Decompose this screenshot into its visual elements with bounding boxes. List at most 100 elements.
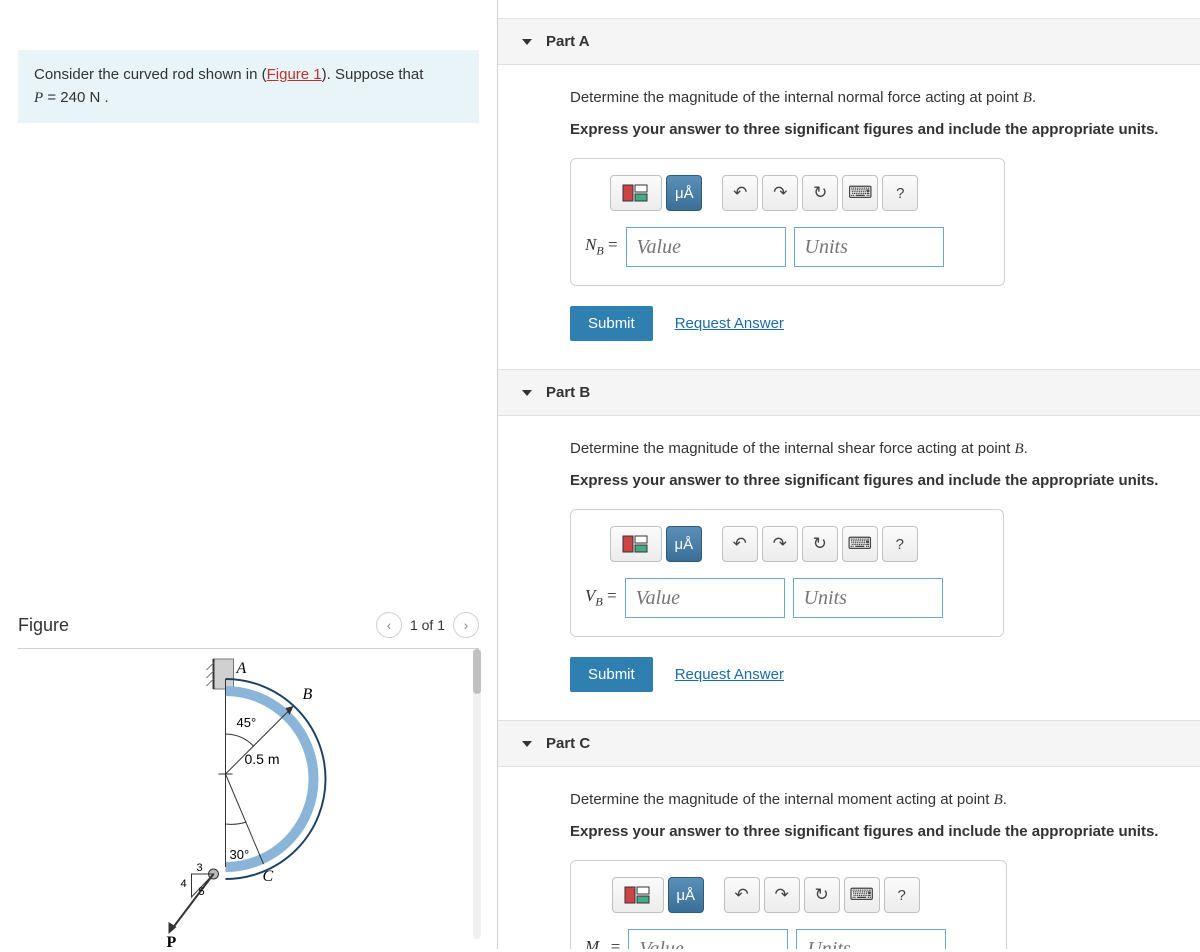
left-panel: Consider the curved rod shown in (Figure… [0,0,498,949]
value-input[interactable] [626,227,786,267]
part-body-C: Determine the magnitude of the internal … [498,767,1200,949]
value-input[interactable] [625,578,785,618]
submit-row: Submit Request Answer [570,657,1176,692]
reset-icon: ↻ [813,183,827,203]
redo-button[interactable]: ↷ [764,877,800,913]
units-input[interactable] [796,929,946,949]
units-input[interactable] [793,578,943,618]
help-button[interactable]: ? [882,526,918,562]
label-B: B [303,686,313,703]
caret-icon [522,741,532,747]
part-title: Part B [546,384,590,401]
request-answer-link[interactable]: Request Answer [675,315,784,332]
figure-prev-button[interactable]: ‹ [376,612,402,638]
figure-section: Figure ‹ 1 of 1 › [18,602,479,949]
label-30: 30° [230,847,250,862]
figure-title: Figure [18,615,69,636]
template-button[interactable] [612,877,664,913]
figure-scrollbar[interactable] [473,649,481,939]
problem-statement: Consider the curved rod shown in (Figure… [18,50,479,123]
request-answer-link[interactable]: Request Answer [675,666,784,683]
right-panel: Part A Determine the magnitude of the in… [498,0,1200,949]
part-block-A: Part A Determine the magnitude of the in… [498,18,1200,369]
variable-label: VB = [585,586,617,609]
part-header-C[interactable]: Part C [498,720,1200,767]
label-tri4: 4 [181,878,187,890]
figure-header: Figure ‹ 1 of 1 › [18,602,479,649]
prompt-text: Determine the magnitude of the internal … [570,791,1176,809]
answer-area: μÅ ↶ ↷ ↻ ⌨ ? VB = [570,509,1004,637]
answer-area: μÅ ↶ ↷ ↻ ⌨ ? NB = [570,158,1005,286]
reset-icon: ↻ [815,885,829,905]
part-header-A[interactable]: Part A [498,18,1200,65]
figure-scrollthumb[interactable] [473,649,481,694]
label-tri3: 3 [197,862,203,874]
figure-counter: 1 of 1 [410,617,445,633]
label-radius: 0.5 m [245,751,280,767]
part-body-B: Determine the magnitude of the internal … [498,416,1200,720]
reset-button[interactable]: ↻ [804,877,840,913]
part-block-B: Part B Determine the magnitude of the in… [498,369,1200,720]
part-block-C: Part C Determine the magnitude of the in… [498,720,1200,949]
figure-link[interactable]: Figure 1 [267,66,322,83]
undo-icon: ↶ [735,885,749,905]
prompt-text: Determine the magnitude of the internal … [570,440,1176,458]
submit-row: Submit Request Answer [570,306,1176,341]
part-title: Part A [546,33,590,50]
template-button[interactable] [610,175,662,211]
label-45: 45° [237,715,257,730]
answer-row: VB = [585,578,943,618]
redo-button[interactable]: ↷ [762,175,798,211]
units-input[interactable] [794,227,944,267]
caret-icon [522,390,532,396]
undo-button[interactable]: ↶ [722,175,758,211]
help-button[interactable]: ? [882,175,918,211]
part-header-B[interactable]: Part B [498,369,1200,416]
problem-text-prefix: Consider the curved rod shown in ( [34,66,267,83]
value-input[interactable] [628,929,788,949]
template-button[interactable] [610,526,662,562]
label-P: P [167,934,177,949]
prompt-text: Determine the magnitude of the internal … [570,89,1176,107]
prompt-instructions: Express your answer to three significant… [570,472,1176,489]
help-button[interactable]: ? [884,877,920,913]
part-title: Part C [546,735,590,752]
submit-button[interactable]: Submit [570,657,653,692]
prompt-instructions: Express your answer to three significant… [570,121,1176,138]
equation-rhs: = 240 N . [43,89,108,106]
equation-lhs: P [34,90,43,106]
keyboard-button[interactable]: ⌨ [842,175,878,211]
undo-button[interactable]: ↶ [724,877,760,913]
label-tri5: 5 [199,886,205,898]
answer-row: MB = [585,929,946,949]
reset-icon: ↻ [813,534,827,554]
problem-text-suffix: ). Suppose that [322,66,424,83]
figure-nav: ‹ 1 of 1 › [376,612,479,638]
special-chars-button[interactable]: μÅ [666,526,702,562]
reset-button[interactable]: ↻ [802,175,838,211]
keyboard-button[interactable]: ⌨ [844,877,880,913]
redo-icon: ↷ [773,534,787,554]
undo-icon: ↶ [733,534,747,554]
keyboard-icon: ⌨ [848,183,873,203]
undo-button[interactable]: ↶ [722,526,758,562]
special-chars-button[interactable]: μÅ [666,175,702,211]
submit-button[interactable]: Submit [570,306,653,341]
label-A: A [236,660,247,677]
redo-icon: ↷ [775,885,789,905]
keyboard-icon: ⌨ [848,534,873,554]
answer-toolbar: μÅ ↶ ↷ ↻ ⌨ ? [585,877,946,913]
answer-toolbar: μÅ ↶ ↷ ↻ ⌨ ? [585,175,944,211]
figure-canvas: A B C P 45° 30° 0.5 m 3 4 5 [18,649,479,949]
reset-button[interactable]: ↻ [802,526,838,562]
answer-row: NB = [585,227,944,267]
keyboard-button[interactable]: ⌨ [842,526,878,562]
special-chars-button[interactable]: μÅ [668,877,704,913]
variable-label: NB = [585,235,618,258]
redo-icon: ↷ [773,183,787,203]
variable-label: MB = [585,937,620,949]
figure-next-button[interactable]: › [453,612,479,638]
part-body-A: Determine the magnitude of the internal … [498,65,1200,369]
answer-toolbar: μÅ ↶ ↷ ↻ ⌨ ? [585,526,943,562]
redo-button[interactable]: ↷ [762,526,798,562]
